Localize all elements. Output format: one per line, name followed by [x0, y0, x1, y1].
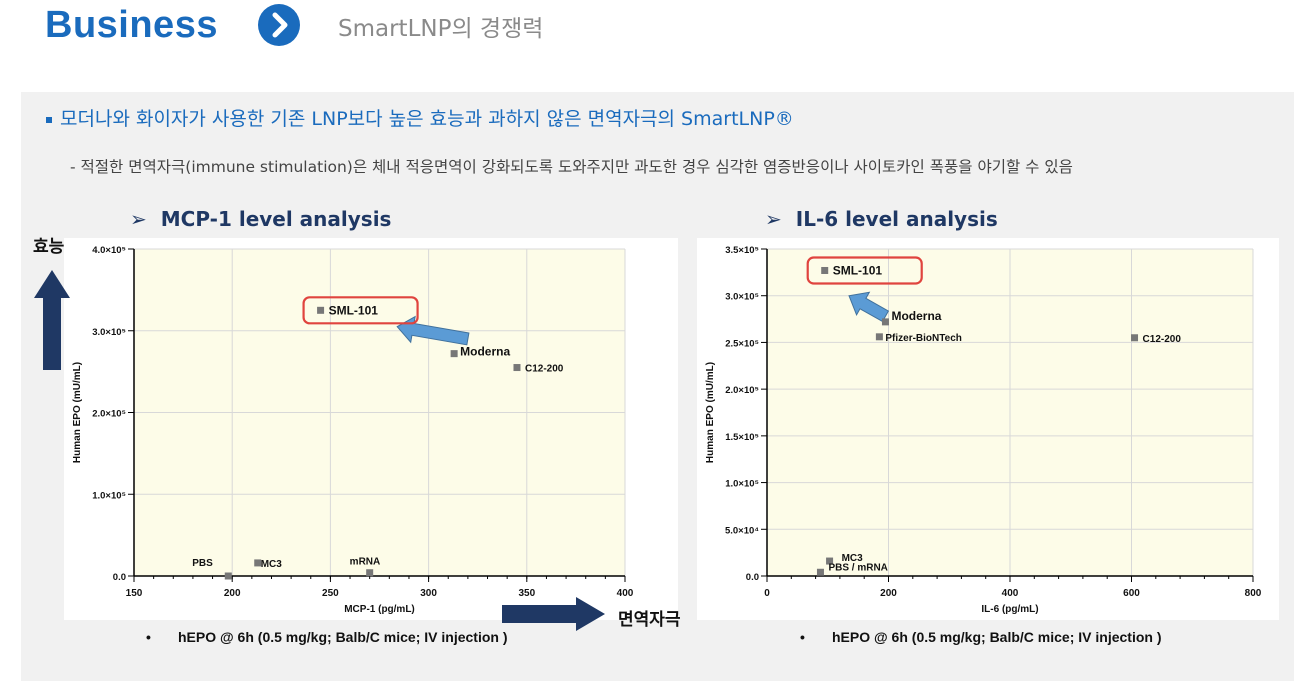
arrowhead-bullet-icon: ➢ — [765, 207, 782, 231]
data-point — [881, 318, 889, 326]
y-tick-label: 1.5×10⁵ — [725, 432, 759, 443]
data-point — [816, 568, 824, 576]
y-tick-label: 0.0 — [746, 572, 759, 583]
highlight-box — [806, 256, 923, 285]
footnote-mcp1-text: hEPO @ 6h (0.5 mg/kg; Balb/C mice; IV in… — [178, 629, 508, 645]
data-point — [826, 557, 834, 565]
trend-arrow — [848, 291, 890, 323]
main-bullet: 모더나와 화이자가 사용한 기존 LNP보다 높은 효능과 과하지 않은 면역자… — [46, 104, 794, 131]
chevron-right-icon — [272, 12, 288, 38]
y-tick-label: 3.0×10⁵ — [725, 292, 759, 303]
x-tick-label: 800 — [1245, 588, 1262, 599]
data-label: Moderna — [891, 309, 941, 323]
chart-heading-il6-text: IL-6 level analysis — [795, 207, 998, 231]
data-label: SML-101 — [833, 263, 883, 277]
x-tick-label: 400 — [1002, 588, 1019, 599]
data-point — [224, 572, 232, 580]
y-tick-label: 1.0×10⁵ — [92, 490, 126, 501]
data-point — [875, 333, 883, 341]
y-tick-label: 0.0 — [113, 572, 126, 583]
immune-label: 면역자극 — [618, 610, 681, 630]
data-label: C12-200 — [525, 364, 564, 375]
y-tick-label: 4.0×10⁵ — [92, 245, 126, 256]
x-tick-label: 300 — [420, 588, 437, 599]
bullet-square-icon — [46, 116, 52, 123]
data-label: C12-200 — [1143, 334, 1182, 345]
footnote-mcp1: • hEPO @ 6h (0.5 mg/kg; Balb/C mice; IV i… — [146, 629, 508, 645]
y-tick-label: 5.0×10⁴ — [725, 525, 759, 536]
x-tick-label: 200 — [224, 588, 241, 599]
next-button[interactable] — [258, 4, 300, 46]
footnote-il6-text: hEPO @ 6h (0.5 mg/kg; Balb/C mice; IV in… — [832, 629, 1162, 645]
highlight-box — [302, 296, 419, 325]
x-tick-label: 600 — [1123, 588, 1140, 599]
chart-il6-box: 0 200 400 600 800 0.0 5.0×10⁴ 1.0×10⁵ 1.5×10⁵ 2.0… — [697, 238, 1279, 620]
y-tick-label: 2.0×10⁵ — [92, 409, 126, 420]
y-tick-label: 3.0×10⁵ — [92, 327, 126, 338]
arrowhead-bullet-icon: ➢ — [130, 207, 147, 231]
chart-heading-mcp1: ➢ MCP-1 level analysis — [130, 207, 391, 231]
chart-il6: 0 200 400 600 800 0.0 5.0×10⁴ 1.0×10⁵ 1.5×10⁵ 2.0… — [705, 245, 1262, 615]
y-axis-title: Human EPO (mU/mL) — [72, 362, 83, 463]
right-arrow-icon — [502, 597, 605, 631]
x-tick-label: 400 — [617, 588, 634, 599]
data-label: MC3 — [261, 559, 283, 570]
data-point — [317, 306, 325, 314]
chart-heading-mcp1-text: MCP-1 level analysis — [160, 207, 392, 231]
footnote-il6: • hEPO @ 6h (0.5 mg/kg; Balb/C mice; IV i… — [800, 629, 1162, 645]
y-tick-label: 2.0×10⁵ — [725, 385, 759, 396]
x-axis-title: MCP-1 (pg/mL) — [344, 604, 415, 615]
dot-bullet-icon: • — [146, 629, 151, 645]
data-point — [366, 569, 374, 577]
data-label: Moderna — [460, 345, 510, 359]
y-tick-label: 3.5×10⁵ — [725, 245, 759, 256]
x-tick-label: 250 — [322, 588, 339, 599]
data-point — [513, 364, 521, 372]
data-label: PBS — [192, 558, 213, 569]
chart-mcp1-box: 150 200 250 300 350 400 0.0 1.0×10⁵ 2.0×10⁵ 3.0×1… — [64, 238, 678, 620]
efficacy-label: 효능 — [33, 237, 65, 257]
x-tick-label: 0 — [764, 588, 770, 599]
chart-heading-il6: ➢ IL-6 level analysis — [765, 207, 998, 231]
dot-bullet-icon: • — [800, 629, 805, 645]
data-label: Pfizer-BioNTech — [885, 333, 962, 344]
data-label: mRNA — [350, 557, 381, 568]
data-point — [450, 350, 458, 358]
main-bullet-text: 모더나와 화이자가 사용한 기존 LNP보다 높은 효능과 과하지 않은 면역자… — [60, 108, 794, 130]
x-tick-label: 200 — [880, 588, 897, 599]
up-arrow-icon — [34, 270, 70, 370]
x-tick-label: 350 — [518, 588, 535, 599]
data-label: MC3 — [842, 553, 864, 564]
y-axis-title: Human EPO (mU/mL) — [705, 362, 716, 463]
x-axis-title: IL-6 (pg/mL) — [981, 604, 1038, 615]
data-label: SML-101 — [329, 303, 379, 317]
data-point — [254, 559, 262, 567]
y-tick-label: 1.0×10⁵ — [725, 479, 759, 490]
x-tick-label: 150 — [126, 588, 143, 599]
data-point — [1131, 334, 1139, 342]
data-point — [821, 266, 829, 274]
data-label: PBS / mRNA — [828, 562, 887, 573]
page-title: Business — [45, 4, 218, 46]
chart-mcp1: 150 200 250 300 350 400 0.0 1.0×10⁵ 2.0×10⁵ 3.0×1… — [72, 245, 634, 615]
page-subtitle: SmartLNP의 경쟁력 — [338, 16, 544, 42]
sub-bullet: - 적절한 면역자극(immune stimulation)은 체내 적응면역이… — [70, 158, 1073, 176]
y-tick-label: 2.5×10⁵ — [725, 338, 759, 349]
